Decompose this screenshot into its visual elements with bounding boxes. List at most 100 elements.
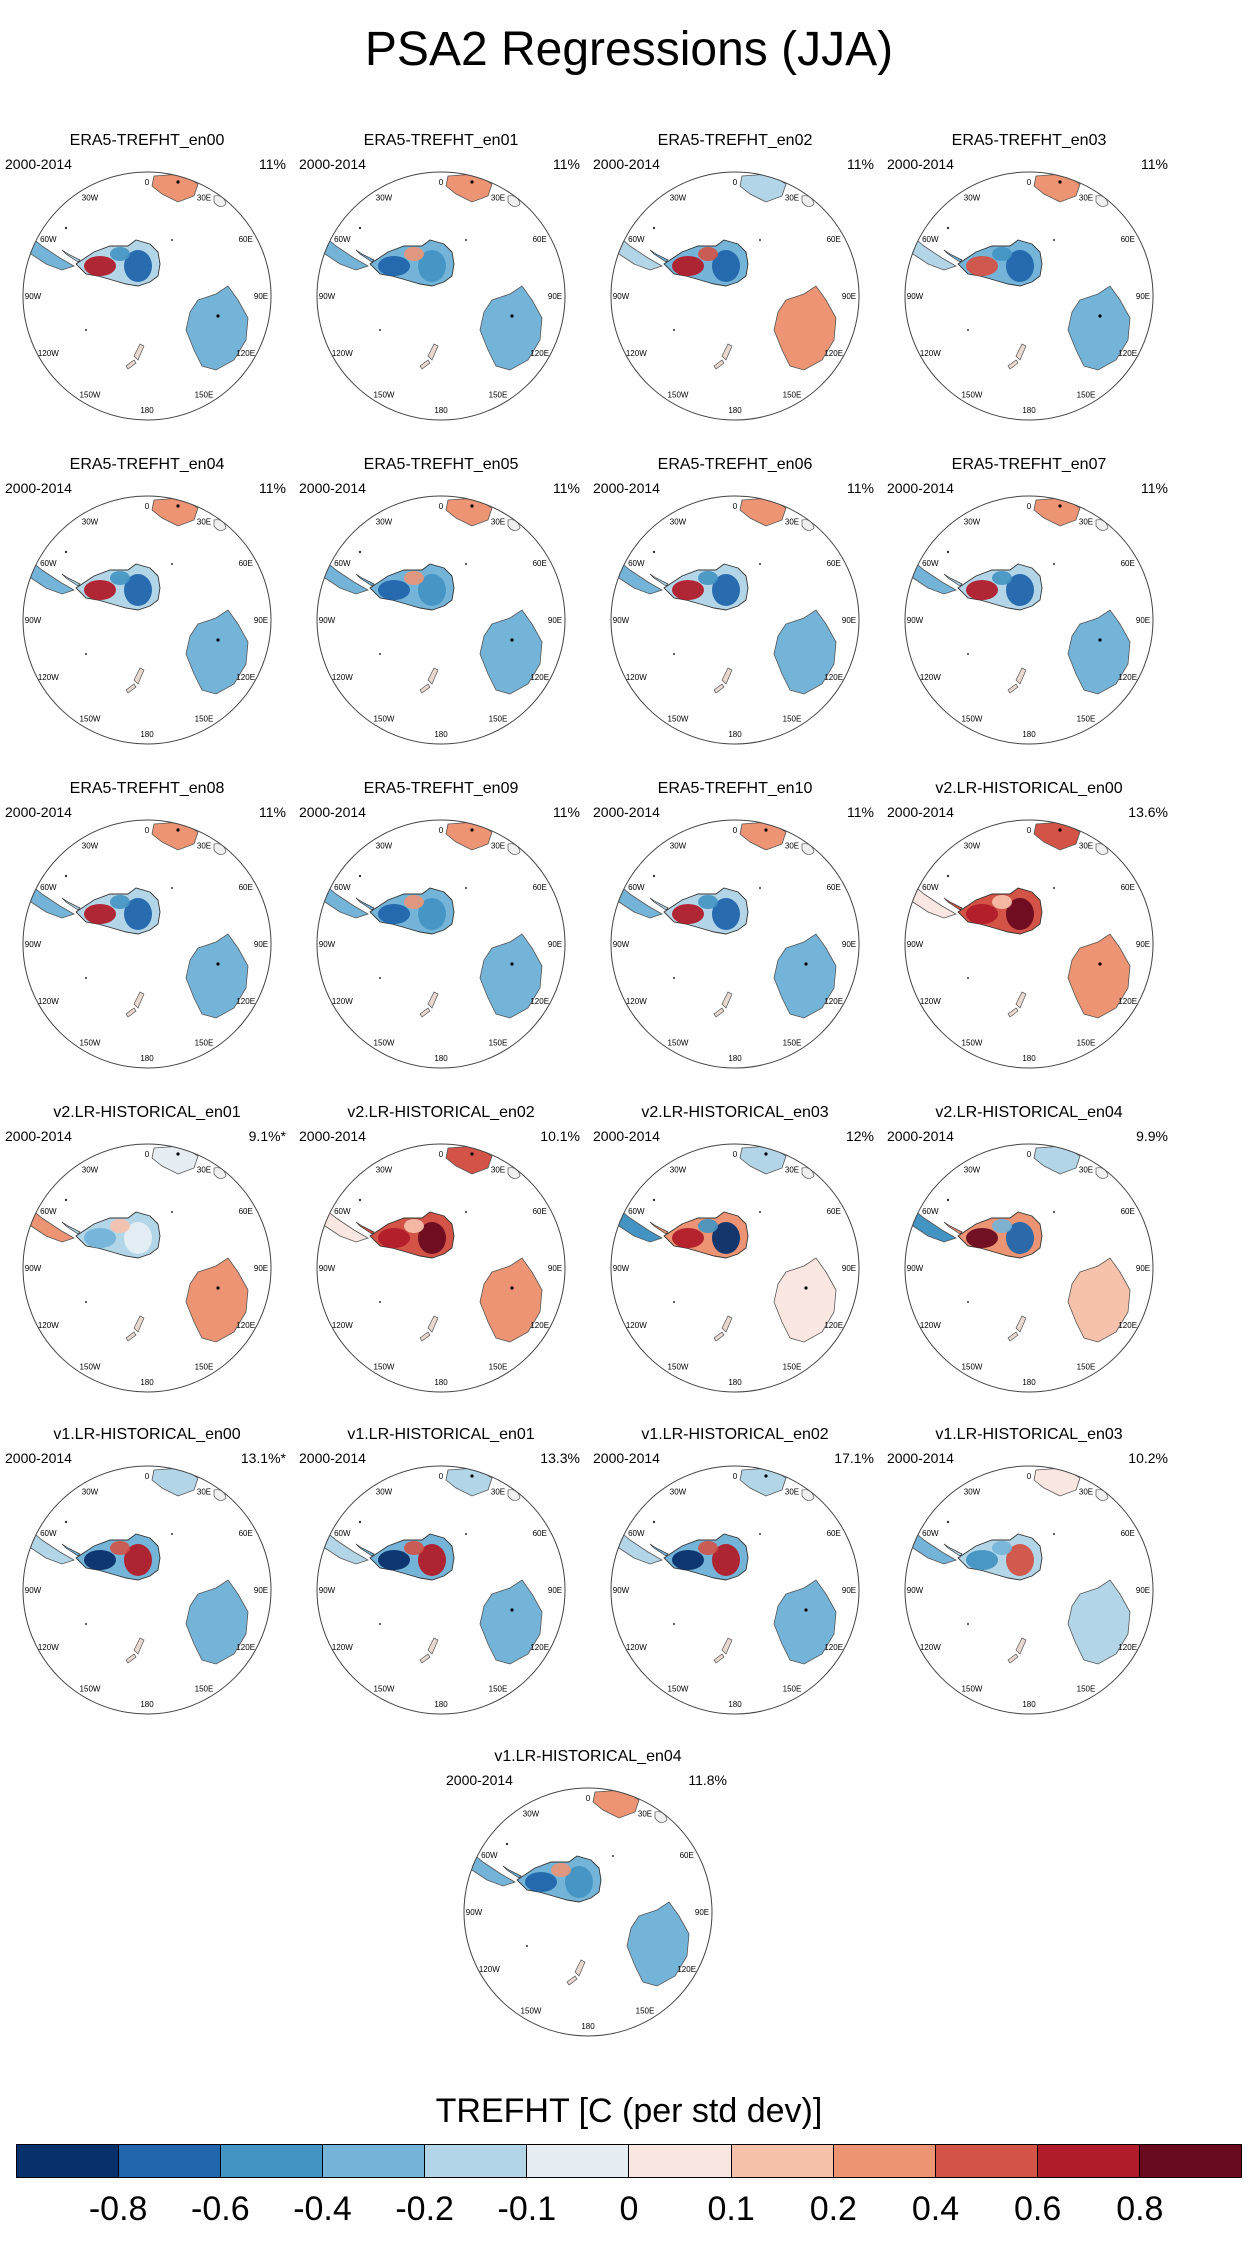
longitude-label: 0 xyxy=(733,502,738,511)
longitude-label: 90W xyxy=(319,1586,336,1595)
longitude-label: 90E xyxy=(548,1264,562,1273)
longitude-label: 60E xyxy=(680,1851,694,1860)
australia-landmass xyxy=(479,285,543,371)
longitude-label: 60E xyxy=(533,1529,547,1538)
polar-map: 0 30E 60E 90E 120E 150E 180 150W 120W 90W 60W 30W xyxy=(316,1465,566,1715)
longitude-label: 30E xyxy=(491,517,505,526)
longitude-label: 60W xyxy=(40,1207,57,1216)
longitude-label: 90W xyxy=(25,1264,42,1273)
longitude-label: 120W xyxy=(38,997,59,1006)
map-panel: v1.LR-HISTORICAL_en00 2000-2014 13.1%* 0 30E… xyxy=(2,1426,292,1726)
longitude-label: 120W xyxy=(920,997,941,1006)
longitude-label: 0 xyxy=(439,178,444,187)
polar-map: 0 30E 60E 90E 120E 150E 180 150W 120W 90W 60W 30W xyxy=(904,1465,1154,1715)
longitude-label: 150W xyxy=(374,1685,395,1694)
polar-map: 0 30E 60E 90E 120E 150E 180 150W 120W 90W 60W 30W xyxy=(904,1143,1154,1393)
longitude-label: 90W xyxy=(613,1586,630,1595)
longitude-label: 60E xyxy=(533,559,547,568)
longitude-label: 120W xyxy=(626,997,647,1006)
longitude-label: 150W xyxy=(962,1039,983,1048)
longitude-label: 180 xyxy=(140,1378,154,1387)
longitude-label: 180 xyxy=(728,1378,742,1387)
longitude-label: 60W xyxy=(334,1207,351,1216)
colorbar-tick-label: -0.1 xyxy=(497,2190,557,2228)
australia-landmass xyxy=(185,609,249,695)
longitude-label: 30W xyxy=(964,841,981,850)
longitude-label: 90W xyxy=(319,940,336,949)
longitude-label: 180 xyxy=(140,730,154,739)
longitude-label: 90E xyxy=(1136,1586,1150,1595)
longitude-label: 120E xyxy=(236,673,255,682)
longitude-label: 60W xyxy=(922,1529,939,1538)
longitude-label: 180 xyxy=(581,2022,595,2031)
panel-period: 2000-2014 xyxy=(593,1450,660,1466)
polar-map: 0 30E 60E 90E 120E 150E 180 150W 120W 90W 60W 30W xyxy=(610,171,860,421)
longitude-label: 60W xyxy=(922,1207,939,1216)
longitude-label: 0 xyxy=(145,178,150,187)
longitude-label: 60E xyxy=(239,883,253,892)
polar-map: 0 30E 60E 90E 120E 150E 180 150W 120W 90W 60W 30W xyxy=(610,1465,860,1715)
map-panel: v1.LR-HISTORICAL_en04 2000-2014 11.8% 0 30E 6… xyxy=(443,1748,733,2048)
panel-title: ERA5-TREFHT_en06 xyxy=(657,456,813,473)
polar-map: 0 30E 60E 90E 120E 150E 180 150W 120W 90W 60W 30W xyxy=(316,1143,566,1393)
polar-map: 0 30E 60E 90E 120E 150E 180 150W 120W 90W 60W 30W xyxy=(904,171,1154,421)
longitude-label: 150E xyxy=(195,1363,214,1372)
longitude-label: 150E xyxy=(195,715,214,724)
longitude-label: 120W xyxy=(332,1321,353,1330)
longitude-label: 60E xyxy=(827,559,841,568)
longitude-label: 30W xyxy=(82,193,99,202)
panel-period: 2000-2014 xyxy=(299,480,366,496)
longitude-label: 60E xyxy=(239,559,253,568)
longitude-label: 60E xyxy=(533,1207,547,1216)
longitude-label: 150W xyxy=(374,391,395,400)
australia-landmass xyxy=(479,1579,543,1665)
longitude-label: 120E xyxy=(530,349,549,358)
colorbar-swatch xyxy=(1139,2145,1241,2177)
panel-period: 2000-2014 xyxy=(299,1450,366,1466)
longitude-label: 30W xyxy=(376,517,393,526)
longitude-label: 150W xyxy=(962,391,983,400)
panel-period: 2000-2014 xyxy=(887,1450,954,1466)
map-panel: v2.LR-HISTORICAL_en02 2000-2014 10.1% 0 30E 6… xyxy=(296,1104,586,1404)
longitude-label: 90E xyxy=(254,1586,268,1595)
longitude-label: 150E xyxy=(489,715,508,724)
longitude-label: 60W xyxy=(628,1207,645,1216)
longitude-label: 90W xyxy=(907,1264,924,1273)
polar-map: 0 30E 60E 90E 120E 150E 180 150W 120W 90W 60W 30W xyxy=(22,1465,272,1715)
longitude-label: 150W xyxy=(668,1685,689,1694)
panel-title: ERA5-TREFHT_en07 xyxy=(951,456,1107,473)
longitude-label: 180 xyxy=(140,406,154,415)
longitude-label: 0 xyxy=(145,1150,150,1159)
longitude-label: 150W xyxy=(521,2007,542,2016)
longitude-label: 90W xyxy=(907,292,924,301)
longitude-label: 120W xyxy=(332,349,353,358)
map-panel: ERA5-TREFHT_en01 2000-2014 11% 0 30E 60E 90E 12… xyxy=(296,132,586,432)
longitude-label: 60E xyxy=(1121,883,1135,892)
panel-variance-percent: 13.3% xyxy=(540,1450,580,1466)
longitude-label: 90E xyxy=(842,940,856,949)
longitude-label: 0 xyxy=(1027,1472,1032,1481)
longitude-label: 30W xyxy=(376,193,393,202)
longitude-label: 60W xyxy=(922,883,939,892)
panel-period: 2000-2014 xyxy=(299,156,366,172)
longitude-label: 120W xyxy=(626,1321,647,1330)
australia-landmass xyxy=(773,1579,837,1665)
longitude-label: 120W xyxy=(38,349,59,358)
longitude-label: 30W xyxy=(670,193,687,202)
colorbar-tick-label: 0.6 xyxy=(1014,2190,1062,2228)
longitude-label: 150W xyxy=(668,1363,689,1372)
longitude-label: 120E xyxy=(1118,1643,1137,1652)
longitude-label: 90E xyxy=(254,1264,268,1273)
longitude-label: 150E xyxy=(489,1685,508,1694)
longitude-label: 60E xyxy=(533,883,547,892)
longitude-label: 90E xyxy=(842,616,856,625)
longitude-label: 120E xyxy=(236,997,255,1006)
panel-variance-percent: 11% xyxy=(1141,480,1168,496)
longitude-label: 30E xyxy=(491,1165,505,1174)
colorbar-swatch xyxy=(731,2145,834,2177)
longitude-label: 120E xyxy=(824,1643,843,1652)
map-panel: ERA5-TREFHT_en10 2000-2014 11% 0 30E 60E 90E 12… xyxy=(590,780,880,1080)
longitude-label: 120W xyxy=(626,673,647,682)
polar-map: 0 30E 60E 90E 120E 150E 180 150W 120W 90W 60W 30W xyxy=(22,171,272,421)
panel-period: 2000-2014 xyxy=(887,480,954,496)
